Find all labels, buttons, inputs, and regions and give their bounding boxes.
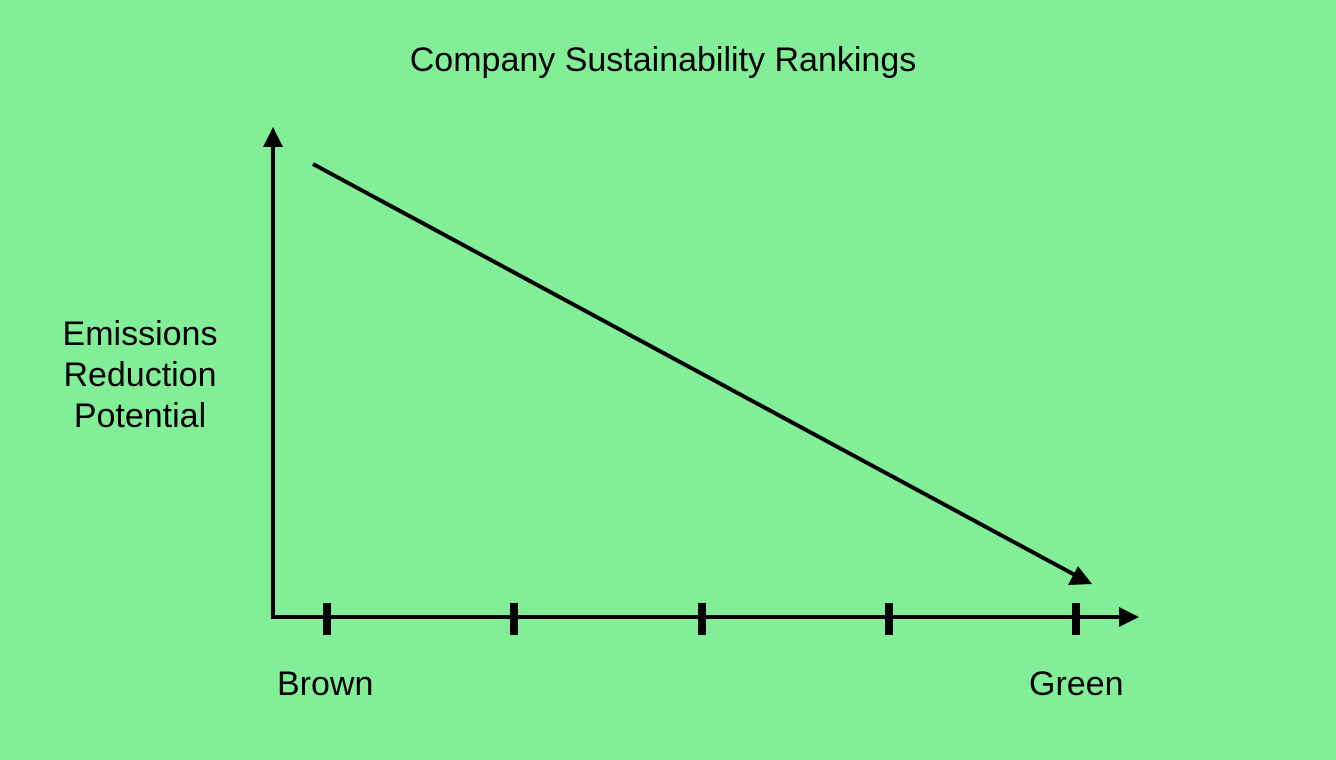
trend-arrowhead: [1068, 566, 1092, 585]
x-axis-label-brown: Brown: [277, 665, 374, 703]
x-axis-arrowhead: [1119, 607, 1139, 627]
x-axis-tick-1: [323, 603, 331, 635]
x-axis-tick-2: [510, 603, 518, 635]
page-title: Company Sustainability Rankings: [409, 41, 917, 79]
trend-arrow-line: [312, 162, 1076, 577]
x-axis-tick-3: [698, 603, 706, 635]
x-axis-tick-5: [1072, 603, 1080, 635]
y-axis-label-line-2: Reduction: [63, 356, 217, 394]
y-axis-label-line-1: Emissions: [62, 315, 218, 353]
y-axis-arrowhead: [263, 127, 283, 147]
y-axis-label: Emissions Reduction Potential: [40, 314, 240, 437]
y-axis-label-line-3: Potential: [73, 397, 207, 435]
x-axis-tick-4: [885, 603, 893, 635]
x-axis-label-green: Green: [1029, 665, 1124, 703]
